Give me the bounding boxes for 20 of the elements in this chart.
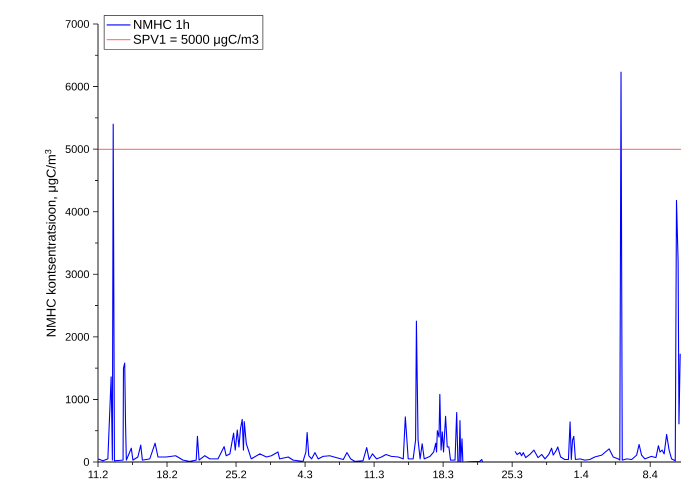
y-tick-label: 7000	[66, 20, 90, 28]
y-axis-title: NMHC kontsentratsioon, μgC/m$^{3}$	[44, 150, 58, 336]
y-tick-label: 6000	[66, 82, 90, 90]
x-tick-label: 18.3	[433, 470, 454, 478]
legend-label: NMHC 1h	[134, 20, 190, 30]
x-tick-label: 25.2	[226, 470, 246, 478]
x-tick-label: 11.2	[88, 470, 108, 478]
x-tick-label: 25.3	[502, 470, 522, 478]
y-tick-label: 1000	[66, 396, 90, 404]
y-tick-label: 3000	[66, 270, 90, 278]
x-tick-label: 4.3	[298, 470, 312, 478]
y-tick-label: 2000	[66, 332, 90, 341]
y-tick-label: 5000	[66, 145, 90, 154]
y-tick-label: 4000	[65, 208, 90, 216]
x-tick-label: 1.4	[574, 470, 588, 478]
x-tick-label: 18.2	[157, 470, 178, 478]
legend-label: SPV1 = 5000 μgC/m3	[134, 34, 258, 46]
x-tick-label: 8.4	[643, 470, 658, 478]
y-tick-label: 0	[84, 458, 90, 466]
x-tick-label: 11.3	[364, 470, 384, 478]
